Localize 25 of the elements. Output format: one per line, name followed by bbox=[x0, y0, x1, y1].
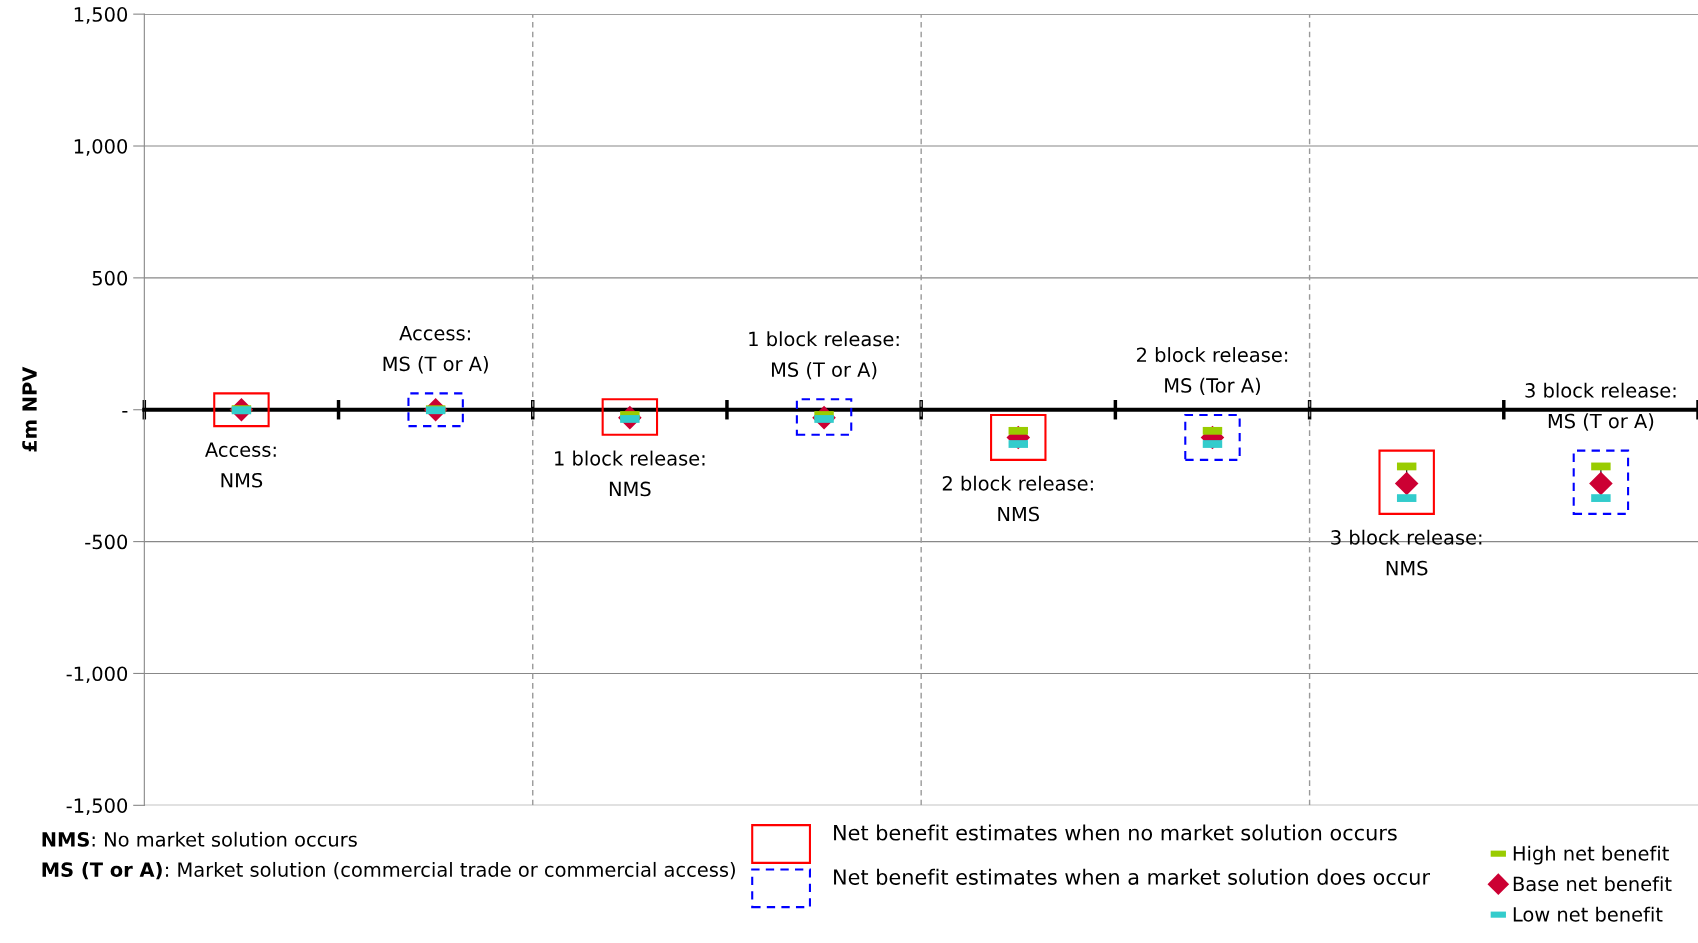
annotation: 2 block release: MS (Tor A) bbox=[1137, 347, 1288, 396]
annotation: 3 block release: NMS bbox=[1331, 529, 1482, 576]
text: MS (T or A) bbox=[42, 861, 162, 880]
y-axis-title: £m NPV bbox=[22, 366, 37, 452]
annotation: 1 block release: NMS bbox=[555, 450, 705, 497]
text: : No market solution occurs bbox=[92, 831, 357, 847]
legend-label: High net benefit bbox=[1513, 845, 1669, 865]
y-tick-label: -500 bbox=[85, 534, 128, 550]
y-tick-label: 1,000 bbox=[74, 138, 128, 156]
text: Net benefit estimates when a market solution does occur bbox=[834, 868, 1430, 885]
text: NMS bbox=[42, 832, 89, 847]
y-tick-label: 1,500 bbox=[74, 7, 128, 24]
annotation: Access: NMS bbox=[205, 442, 276, 488]
y-tick-label: 500 bbox=[92, 270, 128, 286]
y-tick-label: -1,500 bbox=[66, 798, 128, 815]
text: : Market solution (commercial trade or commercial access) bbox=[166, 861, 735, 880]
text: Net benefit estimates when no market solution occurs bbox=[834, 824, 1397, 841]
legend-label: Base net benefit bbox=[1513, 876, 1672, 892]
y-tick-label: - bbox=[122, 411, 128, 413]
annotation: 1 block release: MS (T or A) bbox=[749, 331, 899, 380]
y-tick-label: -1,000 bbox=[66, 666, 128, 684]
annotation: 3 block release: MS (T or A) bbox=[1525, 382, 1676, 431]
annotation: Access: MS (T or A) bbox=[383, 326, 488, 374]
legend-label: Low net benefit bbox=[1513, 906, 1663, 922]
annotation: 2 block release: NMS bbox=[942, 475, 1093, 522]
